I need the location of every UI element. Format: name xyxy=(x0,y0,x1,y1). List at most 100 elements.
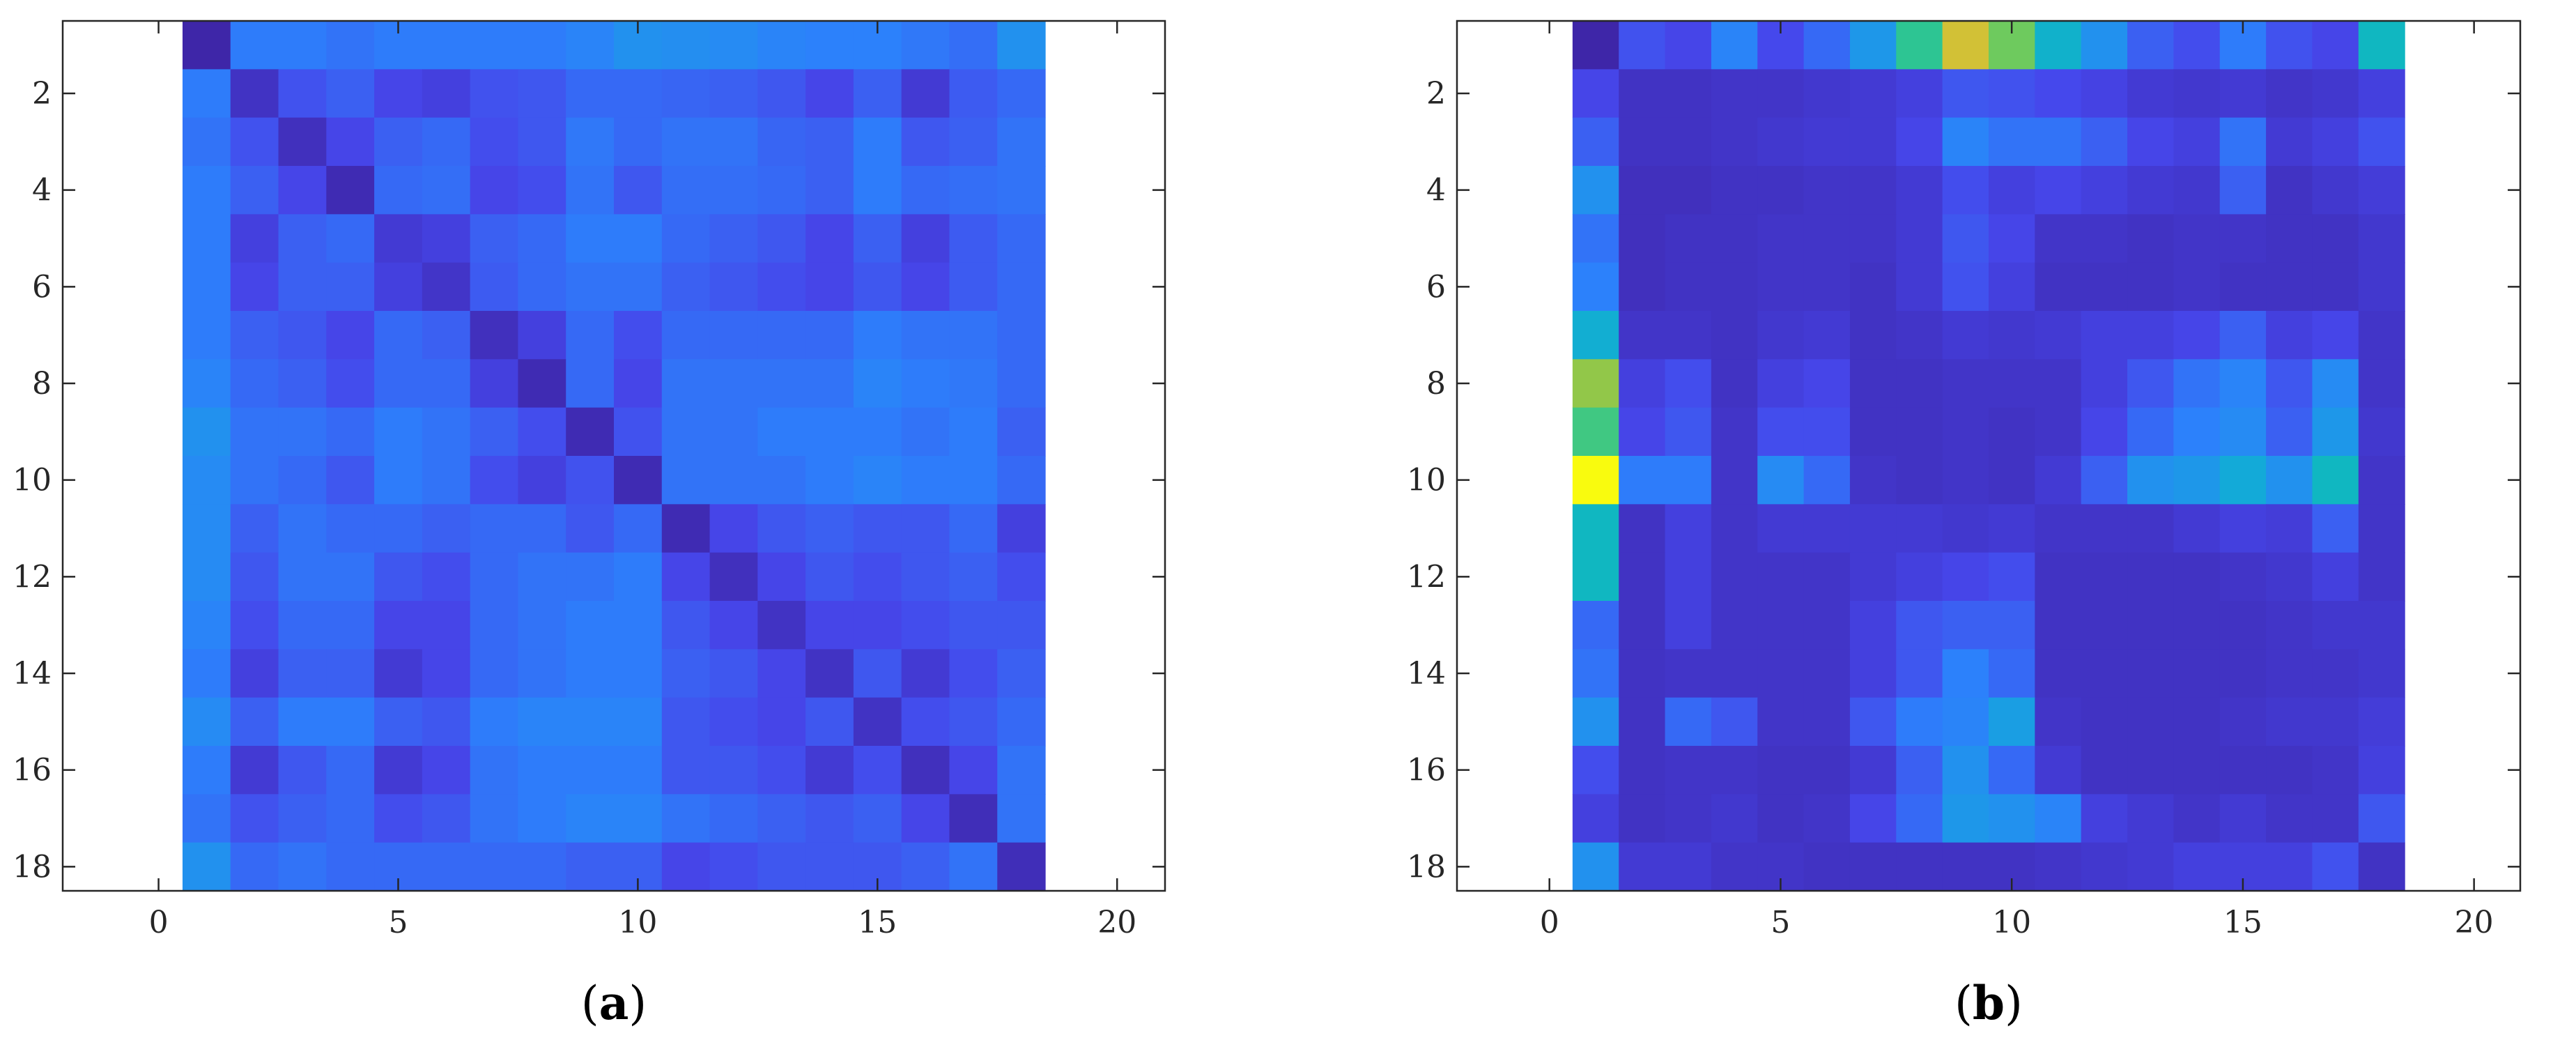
heatmap-cell xyxy=(278,456,327,505)
heatmap-cell xyxy=(2173,117,2221,167)
heatmap-cell xyxy=(949,262,998,312)
heatmap-cell xyxy=(1849,746,1897,795)
heatmap-cell xyxy=(2173,21,2221,70)
heatmap-cells xyxy=(1572,21,2405,892)
heatmap-cell xyxy=(1711,504,1758,553)
heatmap-cell xyxy=(709,456,758,505)
heatmap-cell xyxy=(614,504,663,553)
heatmap-cell xyxy=(2035,746,2082,795)
heatmap-cell xyxy=(1711,262,1758,312)
heatmap-cell xyxy=(518,166,566,215)
heatmap-cell xyxy=(2173,166,2221,215)
heatmap-cell xyxy=(2358,214,2405,263)
heatmap-cell xyxy=(2312,746,2359,795)
heatmap-cell xyxy=(1619,601,1666,650)
heatmap-cell xyxy=(2035,166,2082,215)
heatmap-cell xyxy=(2173,552,2221,602)
heatmap-cell xyxy=(709,69,758,118)
heatmap-cell xyxy=(2266,262,2313,312)
heatmap-cell xyxy=(1989,262,2035,312)
heatmap-cell xyxy=(1619,794,1666,843)
heatmap-cell xyxy=(709,21,758,70)
heatmap-cell xyxy=(1803,69,1851,118)
heatmap-cell xyxy=(2312,214,2359,263)
heatmap-cell xyxy=(278,842,327,892)
heatmap-cell xyxy=(518,456,566,505)
heatmap-cell xyxy=(2173,649,2221,698)
y-tick-label: 2 xyxy=(32,76,52,112)
heatmap-cell xyxy=(182,117,231,167)
heatmap-cell xyxy=(1619,697,1666,747)
heatmap-cell xyxy=(661,746,711,795)
heatmap-cell xyxy=(470,842,519,892)
heatmap-cell xyxy=(470,262,519,312)
heatmap-cell xyxy=(853,407,902,457)
heatmap-cell xyxy=(2358,21,2405,70)
heatmap-cell xyxy=(1803,262,1851,312)
heatmap-cell xyxy=(1619,649,1666,698)
heatmap-cell xyxy=(805,649,854,698)
heatmap-cell xyxy=(805,746,854,795)
heatmap-cell xyxy=(422,504,471,553)
heatmap-cell xyxy=(470,746,519,795)
heatmap-cell xyxy=(661,552,711,602)
heatmap-cell xyxy=(805,842,854,892)
heatmap-cell xyxy=(422,794,471,843)
heatmap-cell xyxy=(949,504,998,553)
heatmap-cell xyxy=(182,214,231,263)
heatmap-cell xyxy=(1803,311,1851,360)
heatmap-cell xyxy=(661,697,711,747)
heatmap-cell xyxy=(2173,407,2221,457)
heatmap-cell xyxy=(709,746,758,795)
heatmap-cell xyxy=(1572,697,1619,747)
x-tick-label: 10 xyxy=(1992,905,2031,940)
heatmap-cell xyxy=(997,311,1046,360)
heatmap-cell xyxy=(661,311,711,360)
heatmap-cell xyxy=(901,21,950,70)
heatmap-cell xyxy=(901,504,950,553)
heatmap-cell xyxy=(1619,842,1666,892)
heatmap-cell xyxy=(1803,842,1851,892)
heatmap-cell xyxy=(1757,166,1805,215)
heatmap-cell xyxy=(2358,166,2405,215)
heatmap-cell xyxy=(853,504,902,553)
heatmap-cell xyxy=(949,407,998,457)
heatmap-cell xyxy=(374,311,423,360)
heatmap-cell xyxy=(230,601,279,650)
heatmap-cell xyxy=(709,504,758,553)
heatmap-cell xyxy=(1803,504,1851,553)
heatmap-cell xyxy=(949,456,998,505)
y-tick-label: 4 xyxy=(1426,173,1446,208)
heatmap-cell xyxy=(2358,649,2405,698)
heatmap-cell xyxy=(853,166,902,215)
heatmap-cell xyxy=(709,601,758,650)
heatmap-cell xyxy=(326,842,375,892)
heatmap-cell xyxy=(709,842,758,892)
heatmap-cell xyxy=(1942,842,1989,892)
heatmap-cell xyxy=(1619,262,1666,312)
heatmap-cell xyxy=(326,456,375,505)
heatmap-cell xyxy=(614,601,663,650)
heatmap-cell xyxy=(2035,407,2082,457)
heatmap-cell xyxy=(997,842,1046,892)
heatmap-cell xyxy=(278,504,327,553)
heatmap-cell xyxy=(326,69,375,118)
heatmap-cell xyxy=(2312,697,2359,747)
heatmap-cell xyxy=(278,262,327,312)
heatmap-cell xyxy=(374,649,423,698)
heatmap-cell xyxy=(1803,21,1851,70)
heatmap-cell xyxy=(422,649,471,698)
heatmap-cell xyxy=(1572,504,1619,553)
heatmap-cell xyxy=(182,746,231,795)
heatmap-cell xyxy=(1849,262,1897,312)
heatmap-cell xyxy=(2266,552,2313,602)
heatmap-cell xyxy=(949,21,998,70)
heatmap-cell xyxy=(2312,794,2359,843)
heatmap-cell xyxy=(1665,842,1712,892)
heatmap-cell xyxy=(853,697,902,747)
heatmap-cell xyxy=(709,214,758,263)
heatmap-cell xyxy=(2127,504,2174,553)
heatmap-cell xyxy=(1896,842,1943,892)
heatmap-cell xyxy=(2266,359,2313,408)
heatmap-cell xyxy=(470,552,519,602)
